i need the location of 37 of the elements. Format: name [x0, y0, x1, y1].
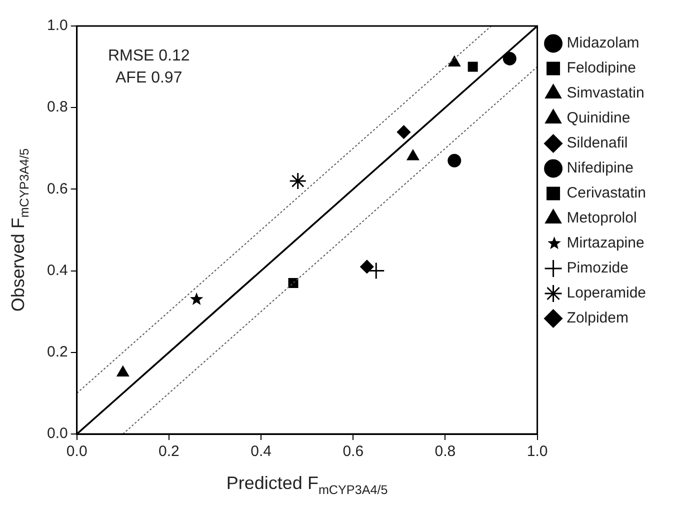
x-tick-label: 0.0	[66, 443, 88, 460]
legend-label: Zolpidem	[566, 310, 628, 327]
x-tick-label: 0.8	[434, 443, 456, 460]
x-tick-label: 1.0	[526, 443, 548, 460]
point	[360, 260, 374, 274]
y-tick-label: 0.4	[46, 262, 68, 279]
legend-label: Loperamide	[566, 284, 646, 302]
point	[468, 62, 478, 72]
legend-label: Midazolam	[566, 34, 640, 52]
point	[288, 278, 298, 288]
legend-label: Mirtazapine	[566, 234, 644, 252]
point	[407, 150, 419, 160]
legend-label: Sildenafil	[566, 134, 628, 152]
y-tick-label: 0.0	[46, 425, 68, 442]
point	[190, 292, 204, 306]
y-axis-title: Observed FmCYP3A4/5	[8, 148, 32, 312]
annotation: AFE 0.97	[116, 69, 182, 86]
legend-label: Pimozide	[566, 260, 628, 277]
y-tick-label: 0.6	[46, 180, 68, 198]
annotation: RMSE 0.12	[108, 47, 190, 64]
x-tick-label: 0.6	[342, 443, 364, 460]
y-tick-label: 0.2	[46, 344, 68, 361]
legend-label: Cerivastatin	[566, 184, 646, 202]
point	[397, 125, 411, 139]
legend-label: Felodipine	[566, 60, 636, 77]
point	[502, 52, 516, 66]
y-tick-label: 1.0	[46, 17, 68, 34]
legend-label: Quinidine	[566, 110, 630, 127]
legend-label: Metoprolol	[566, 210, 637, 227]
legend-label: Nifedipine	[566, 160, 634, 177]
point	[289, 172, 307, 190]
point	[448, 154, 462, 168]
legend-label: Simvastatin	[566, 84, 644, 102]
point	[116, 366, 129, 377]
x-tick-label: 0.2	[158, 443, 180, 460]
x-tick-label: 0.4	[250, 443, 272, 460]
y-tick-label: 0.8	[46, 98, 68, 116]
